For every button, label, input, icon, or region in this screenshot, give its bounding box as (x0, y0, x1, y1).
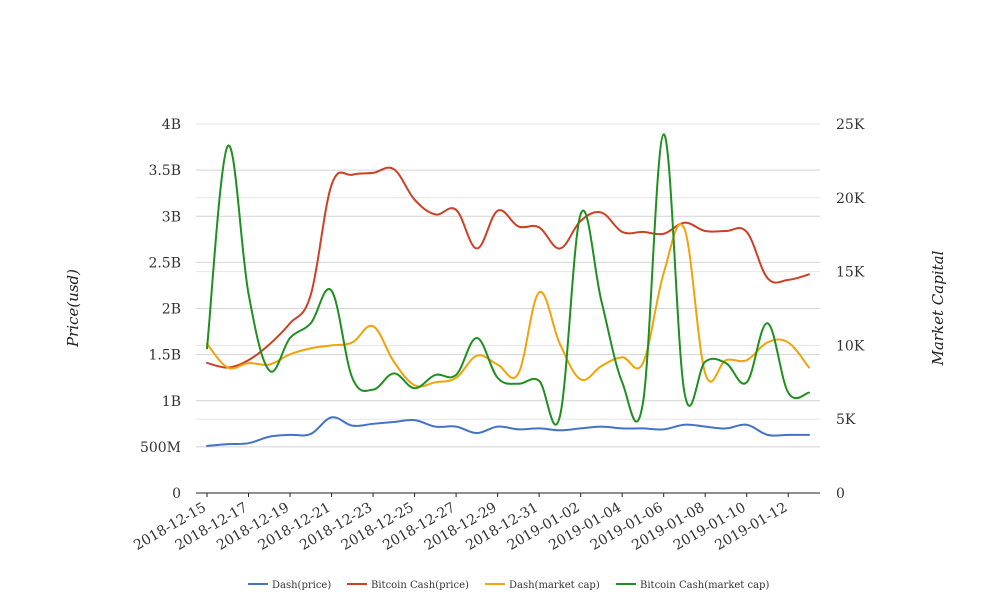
legend: Dash(price) Bitcoin Cash(price) Dash(marke… (248, 580, 769, 591)
y2-tick-label: 0 (836, 486, 845, 502)
y-tick-label: 3B (162, 209, 181, 225)
y-tick-label: 1B (162, 394, 181, 410)
legend-item-0[interactable]: Dash(price) (248, 580, 331, 591)
y2-tick-label: 15K (836, 265, 865, 281)
y-tick-label: 3.5B (148, 163, 181, 179)
grid (196, 123, 820, 448)
legend-label: Dash(market cap) (509, 580, 600, 591)
legend-item-1[interactable]: Bitcoin Cash(price) (347, 580, 469, 591)
legend-label: Dash(price) (272, 580, 331, 591)
y-tick-label: 4B (162, 117, 181, 133)
legend-item-2[interactable]: Dash(market cap) (485, 580, 600, 591)
y2-tick-label: 5K (836, 412, 856, 428)
y-tick-label: 500M (140, 440, 181, 456)
y-tick-label: 1.5B (148, 348, 181, 364)
y-tick-label: 2.5B (148, 255, 181, 271)
y-tick-label: 0 (172, 486, 181, 502)
legend-item-3[interactable]: Bitcoin Cash(market cap) (616, 580, 769, 591)
y2-tick-label: 10K (836, 338, 865, 354)
y2-axis-title: Market Capital (929, 250, 947, 366)
y2-tick-label: 20K (836, 191, 865, 207)
series-line-1 (206, 166, 810, 369)
series-lines (206, 133, 810, 447)
y-tick-label: 2B (162, 302, 181, 318)
series-line-3 (206, 133, 810, 426)
y-axis-title: Price(usd) (64, 269, 82, 348)
axes: 0 500M 1B 1.5B 2B 2.5B 3B 3.5B 4B 0 5K 10K 15K 20K 25K… (131, 117, 865, 554)
y2-tick-label: 25K (836, 117, 865, 133)
series-line-2 (206, 223, 810, 388)
series-line-0 (206, 416, 810, 447)
legend-label: Bitcoin Cash(market cap) (640, 580, 769, 591)
legend-label: Bitcoin Cash(price) (371, 580, 469, 591)
